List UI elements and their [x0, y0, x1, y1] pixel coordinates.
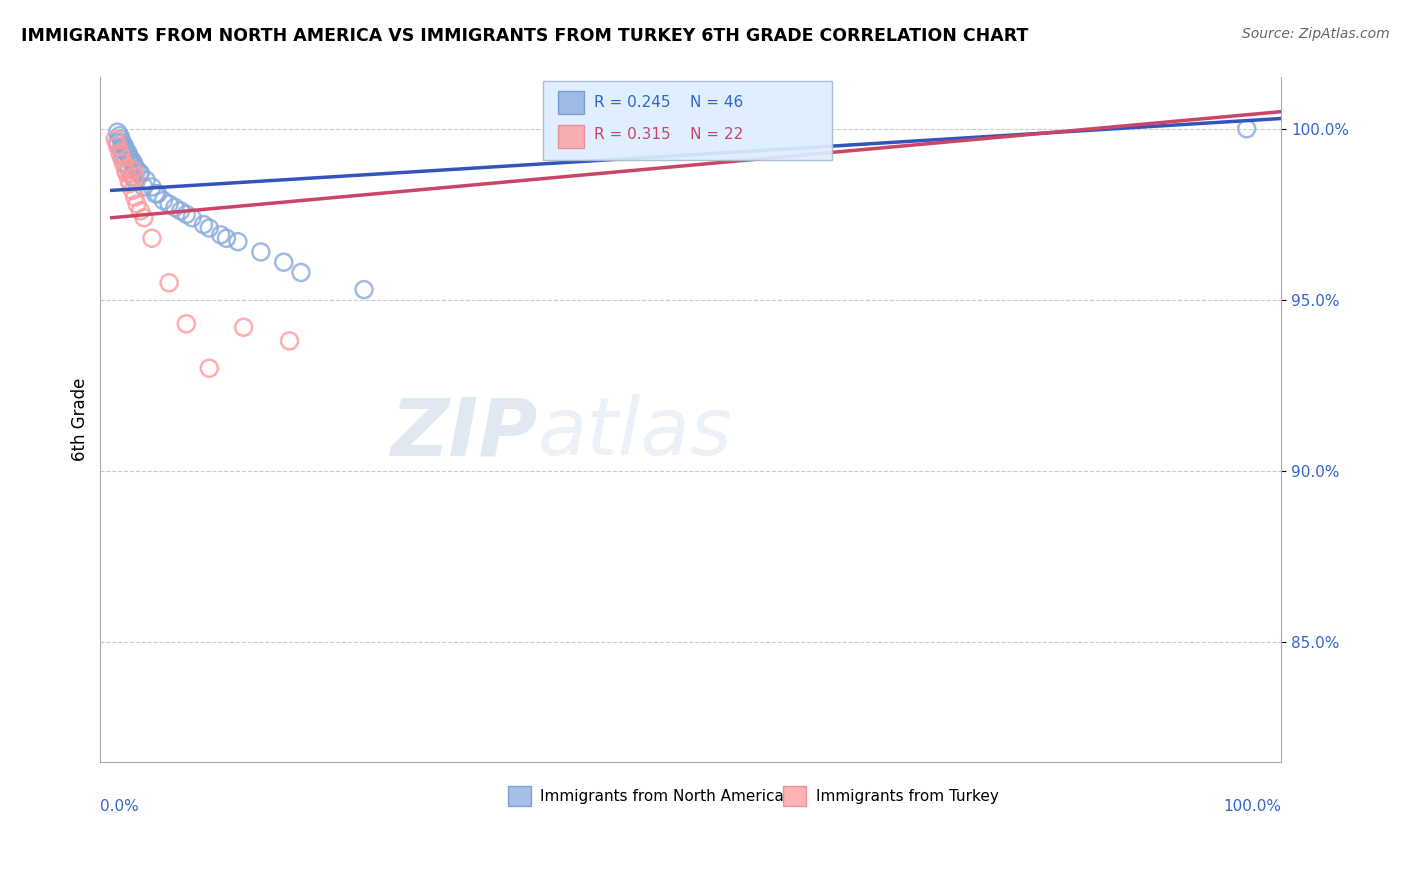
- Point: [121, 162, 143, 177]
- Point: [132, 211, 155, 225]
- Point: [115, 145, 138, 160]
- Point: [145, 186, 167, 201]
- Point: [114, 162, 136, 177]
- Text: 100.0%: 100.0%: [1223, 799, 1281, 814]
- Point: [118, 173, 141, 187]
- Point: [226, 235, 249, 249]
- Point: [135, 173, 157, 187]
- Point: [120, 153, 142, 167]
- Point: [124, 173, 146, 187]
- Point: [1236, 121, 1258, 136]
- Point: [122, 156, 145, 170]
- Point: [157, 197, 180, 211]
- Text: R = 0.315    N = 22: R = 0.315 N = 22: [593, 127, 744, 142]
- Point: [129, 203, 152, 218]
- Bar: [508, 786, 531, 806]
- Point: [215, 231, 238, 245]
- Point: [250, 244, 273, 259]
- Point: [181, 211, 204, 225]
- Point: [120, 153, 142, 167]
- Text: Immigrants from Turkey: Immigrants from Turkey: [815, 789, 998, 804]
- Point: [118, 162, 141, 177]
- Point: [112, 139, 135, 153]
- Bar: [558, 125, 585, 147]
- Point: [124, 190, 146, 204]
- Point: [132, 180, 155, 194]
- Point: [141, 180, 163, 194]
- Point: [117, 145, 139, 160]
- Point: [108, 128, 131, 143]
- Point: [198, 221, 221, 235]
- Point: [209, 227, 232, 242]
- Text: Source: ZipAtlas.com: Source: ZipAtlas.com: [1241, 27, 1389, 41]
- Point: [107, 125, 129, 139]
- Point: [110, 132, 132, 146]
- Point: [353, 283, 375, 297]
- Point: [193, 218, 215, 232]
- Point: [120, 177, 142, 191]
- Text: IMMIGRANTS FROM NORTH AMERICA VS IMMIGRANTS FROM TURKEY 6TH GRADE CORRELATION CH: IMMIGRANTS FROM NORTH AMERICA VS IMMIGRA…: [21, 27, 1028, 45]
- Point: [107, 136, 129, 150]
- Point: [128, 166, 150, 180]
- Point: [232, 320, 254, 334]
- Point: [110, 149, 132, 163]
- Point: [104, 132, 127, 146]
- Bar: [558, 92, 585, 114]
- Point: [198, 361, 221, 376]
- Point: [169, 203, 191, 218]
- Point: [124, 169, 146, 184]
- Point: [114, 156, 136, 170]
- Text: R = 0.245    N = 46: R = 0.245 N = 46: [593, 95, 744, 111]
- Text: ZIP: ZIP: [389, 394, 537, 472]
- Point: [124, 160, 146, 174]
- Point: [163, 201, 186, 215]
- Point: [115, 166, 138, 180]
- Point: [125, 162, 148, 177]
- Point: [121, 169, 143, 184]
- Point: [157, 276, 180, 290]
- Text: Immigrants from North America: Immigrants from North America: [540, 789, 783, 804]
- Point: [152, 194, 174, 208]
- Point: [112, 156, 135, 170]
- Point: [121, 183, 143, 197]
- Point: [107, 139, 129, 153]
- Point: [121, 156, 143, 170]
- Point: [112, 149, 135, 163]
- Point: [125, 197, 148, 211]
- Y-axis label: 6th Grade: 6th Grade: [72, 378, 89, 461]
- Bar: [783, 786, 807, 806]
- Point: [108, 145, 131, 160]
- Point: [118, 149, 141, 163]
- Point: [114, 142, 136, 156]
- Point: [112, 139, 135, 153]
- Text: atlas: atlas: [537, 394, 733, 472]
- Point: [110, 142, 132, 156]
- Point: [176, 317, 198, 331]
- Point: [278, 334, 301, 348]
- Point: [273, 255, 295, 269]
- Text: 0.0%: 0.0%: [100, 799, 139, 814]
- Point: [146, 186, 169, 201]
- Point: [176, 207, 198, 221]
- Point: [290, 265, 312, 279]
- Point: [129, 166, 152, 180]
- Point: [111, 136, 134, 150]
- FancyBboxPatch shape: [543, 81, 832, 160]
- Point: [141, 231, 163, 245]
